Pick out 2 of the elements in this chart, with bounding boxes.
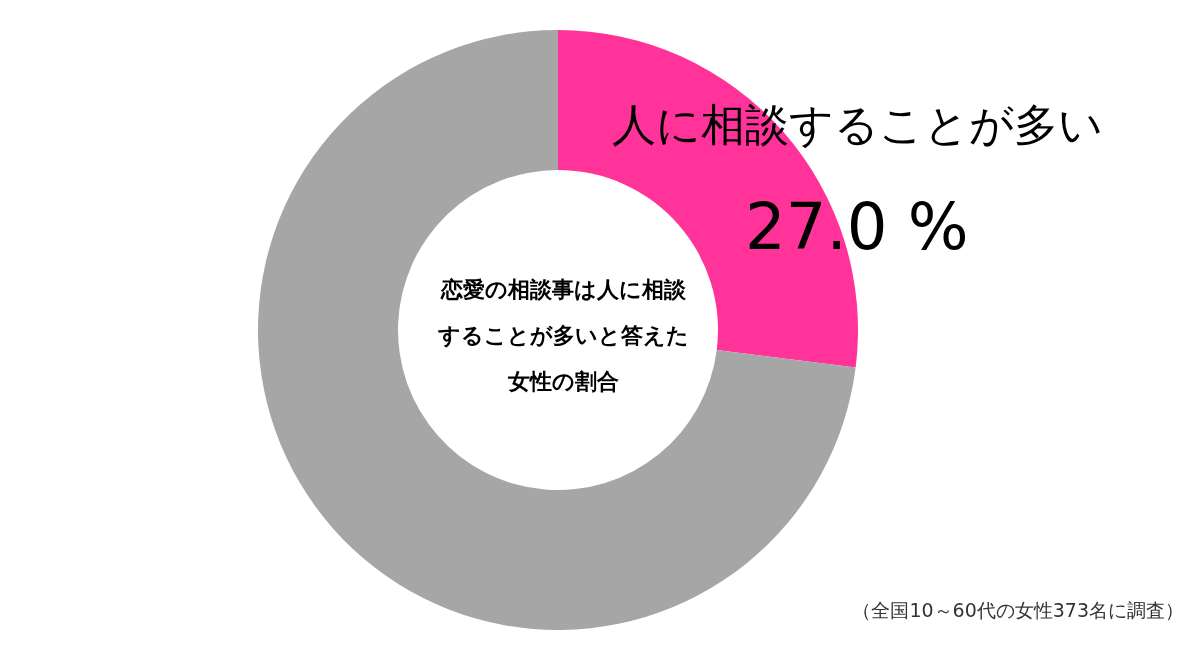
text: （全国10～60代の女性373名に調査） bbox=[852, 598, 1185, 621]
text: 恋愛の相談事は人に相談することが多いと答えた女性の割合 bbox=[436, 276, 689, 394]
